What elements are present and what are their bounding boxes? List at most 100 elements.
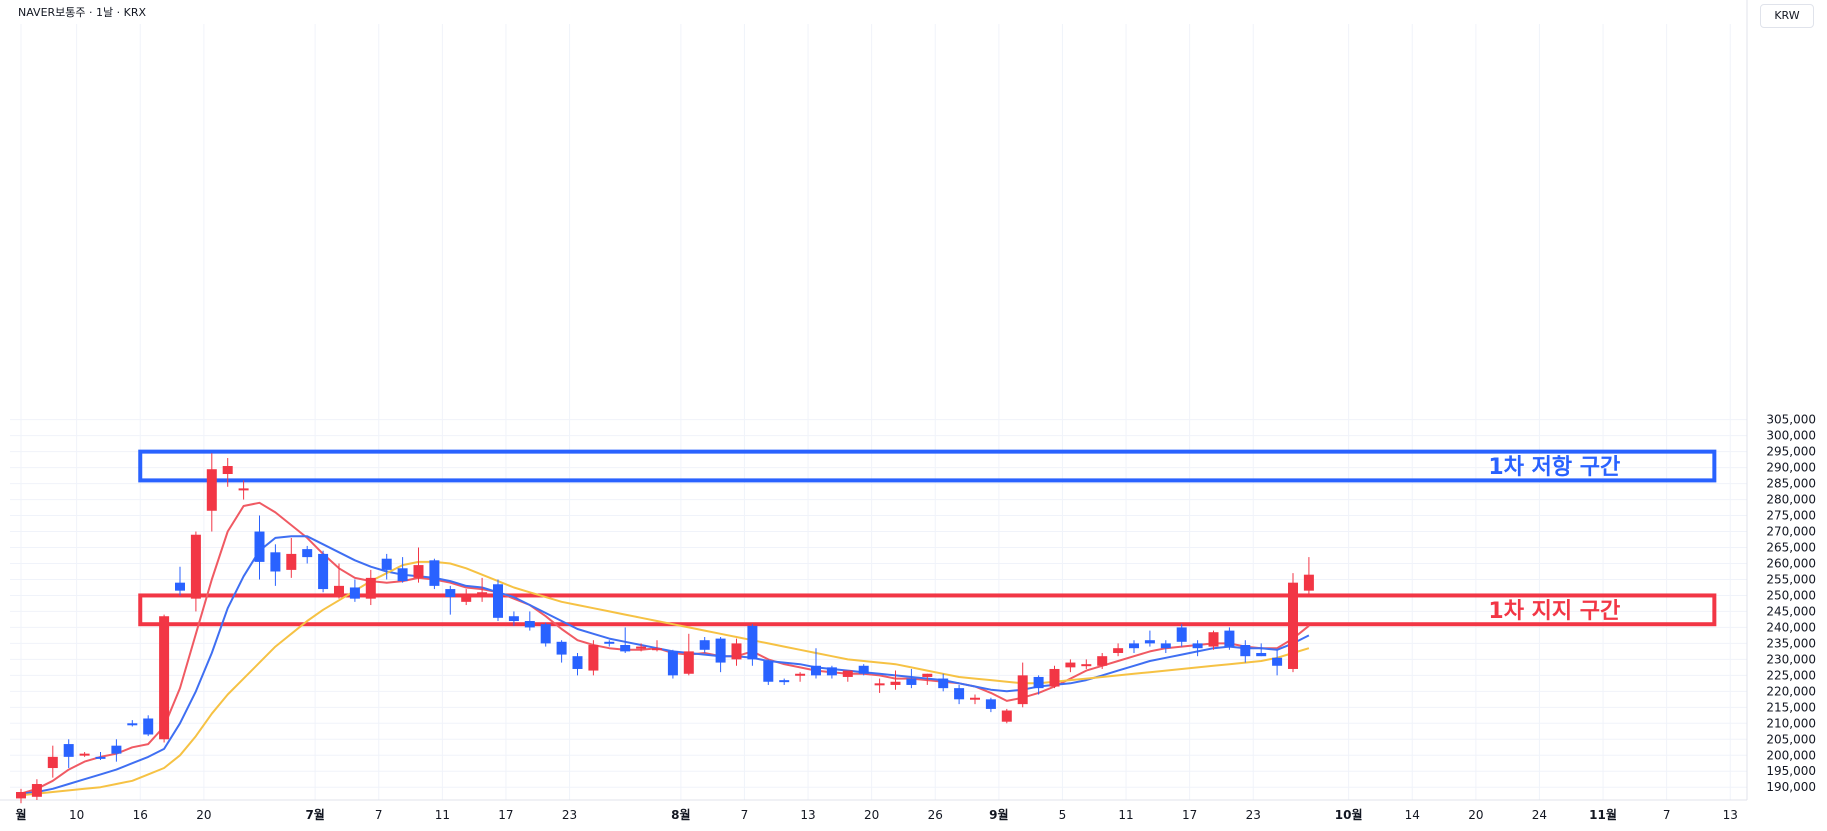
x-axis[interactable]: 월 10 16 20 7월 7 11 17 23 8월 7 13 20 26 9월 5 11 17 23 10월 14 2… bbox=[15, 807, 1737, 822]
candle-down bbox=[493, 579, 503, 622]
candle-body bbox=[1160, 643, 1171, 649]
candle-body bbox=[111, 745, 122, 754]
candle-down bbox=[540, 622, 551, 647]
candle-up bbox=[1208, 630, 1219, 650]
candle-body bbox=[413, 565, 424, 578]
candle-down bbox=[620, 627, 631, 653]
candle-up bbox=[238, 480, 249, 500]
candle-up bbox=[286, 537, 297, 578]
candle-body bbox=[938, 678, 949, 689]
candle-body bbox=[461, 595, 472, 602]
candle-up bbox=[1065, 659, 1076, 673]
candle-down bbox=[254, 515, 265, 580]
candle-body bbox=[1001, 710, 1012, 722]
y-tick-label: 260,000 bbox=[1766, 556, 1816, 570]
candle-body bbox=[922, 673, 933, 677]
candle-body bbox=[477, 592, 488, 596]
candle-down bbox=[699, 637, 710, 653]
candle-body bbox=[175, 582, 185, 591]
candle-up bbox=[222, 458, 233, 487]
candle-body bbox=[445, 589, 456, 598]
candle-body bbox=[763, 660, 774, 682]
candle-up bbox=[1288, 573, 1298, 673]
candle-body bbox=[588, 644, 599, 671]
candle-down bbox=[747, 624, 758, 666]
candle-up bbox=[206, 453, 217, 532]
candle-down bbox=[1256, 643, 1267, 657]
candle-body bbox=[270, 552, 281, 572]
candle-body bbox=[190, 534, 201, 599]
candle-body bbox=[16, 792, 26, 799]
candle-down bbox=[63, 739, 74, 769]
y-tick-label: 295,000 bbox=[1766, 445, 1816, 459]
candle-body bbox=[254, 531, 265, 562]
candle-down bbox=[667, 649, 678, 679]
candle-body bbox=[699, 640, 710, 650]
candle-down bbox=[302, 545, 313, 564]
candle-body bbox=[604, 641, 615, 644]
y-tick-label: 195,000 bbox=[1766, 764, 1816, 778]
candle-body bbox=[286, 553, 297, 570]
candle-down bbox=[763, 659, 774, 685]
x-tick-label: 7 bbox=[375, 808, 383, 822]
candle-body bbox=[1240, 644, 1251, 657]
candle-body bbox=[1208, 632, 1219, 647]
y-tick-label: 300,000 bbox=[1766, 429, 1816, 443]
support-zone-label: 1차 지지 구간 bbox=[1488, 599, 1620, 624]
candle-up bbox=[970, 694, 980, 705]
x-tick-label: 8월 bbox=[671, 807, 690, 822]
candle-down bbox=[1192, 640, 1203, 657]
candle-up bbox=[890, 670, 901, 690]
candle-body bbox=[1176, 627, 1187, 642]
x-tick-label: 20 bbox=[864, 808, 879, 822]
x-tick-label: 11 bbox=[435, 808, 450, 822]
y-tick-label: 275,000 bbox=[1766, 509, 1816, 523]
candle-up bbox=[413, 547, 424, 583]
candle-body bbox=[1303, 574, 1314, 591]
candle-body bbox=[143, 718, 154, 735]
currency-button[interactable]: KRW bbox=[1760, 4, 1814, 28]
candle-body bbox=[874, 683, 885, 686]
y-tick-label: 240,000 bbox=[1766, 620, 1816, 634]
resistance-zone-label: 1차 저항 구간 bbox=[1488, 455, 1620, 480]
y-tick-label: 205,000 bbox=[1766, 732, 1816, 746]
candle-down bbox=[270, 544, 281, 586]
candle-down bbox=[811, 648, 821, 679]
candle-up bbox=[365, 569, 376, 606]
candle-up bbox=[159, 614, 170, 743]
candle-up bbox=[922, 673, 933, 685]
candle-body bbox=[890, 681, 901, 685]
y-tick-label: 305,000 bbox=[1766, 413, 1816, 427]
candle-body bbox=[238, 488, 249, 491]
candle-up bbox=[477, 577, 488, 602]
candle-body bbox=[524, 621, 535, 628]
candle-body bbox=[540, 624, 551, 644]
candle-body bbox=[779, 680, 790, 683]
candle-down bbox=[604, 640, 615, 647]
y-axis[interactable]: 190,000 195,000 200,000 205,000 210,000 215,0… bbox=[1766, 413, 1816, 795]
x-tick-label: 13 bbox=[1723, 808, 1738, 822]
candle-body bbox=[985, 699, 996, 709]
candle-body bbox=[1033, 676, 1044, 689]
candle-down bbox=[1144, 630, 1155, 647]
candle-body bbox=[1192, 643, 1203, 649]
candle-body bbox=[572, 656, 583, 669]
zones: 1차 저항 구간 1차 지지 구간 bbox=[138, 449, 1717, 627]
x-tick-label: 5 bbox=[1059, 808, 1067, 822]
y-tick-label: 200,000 bbox=[1766, 748, 1816, 762]
x-tick-label: 11 bbox=[1118, 808, 1133, 822]
y-tick-label: 235,000 bbox=[1766, 636, 1816, 650]
candle-up bbox=[795, 672, 806, 682]
x-tick-label: 7월 bbox=[305, 807, 324, 822]
candle-down bbox=[715, 637, 726, 673]
x-tick-label: 20 bbox=[196, 808, 211, 822]
ma-long-line bbox=[20, 560, 1310, 797]
y-tick-label: 285,000 bbox=[1766, 477, 1816, 491]
candle-body bbox=[127, 723, 138, 726]
candle-down bbox=[906, 668, 917, 689]
candle-down bbox=[349, 579, 360, 602]
candle-body bbox=[429, 560, 440, 586]
candle-body bbox=[1065, 662, 1076, 668]
candle-down bbox=[397, 557, 408, 583]
